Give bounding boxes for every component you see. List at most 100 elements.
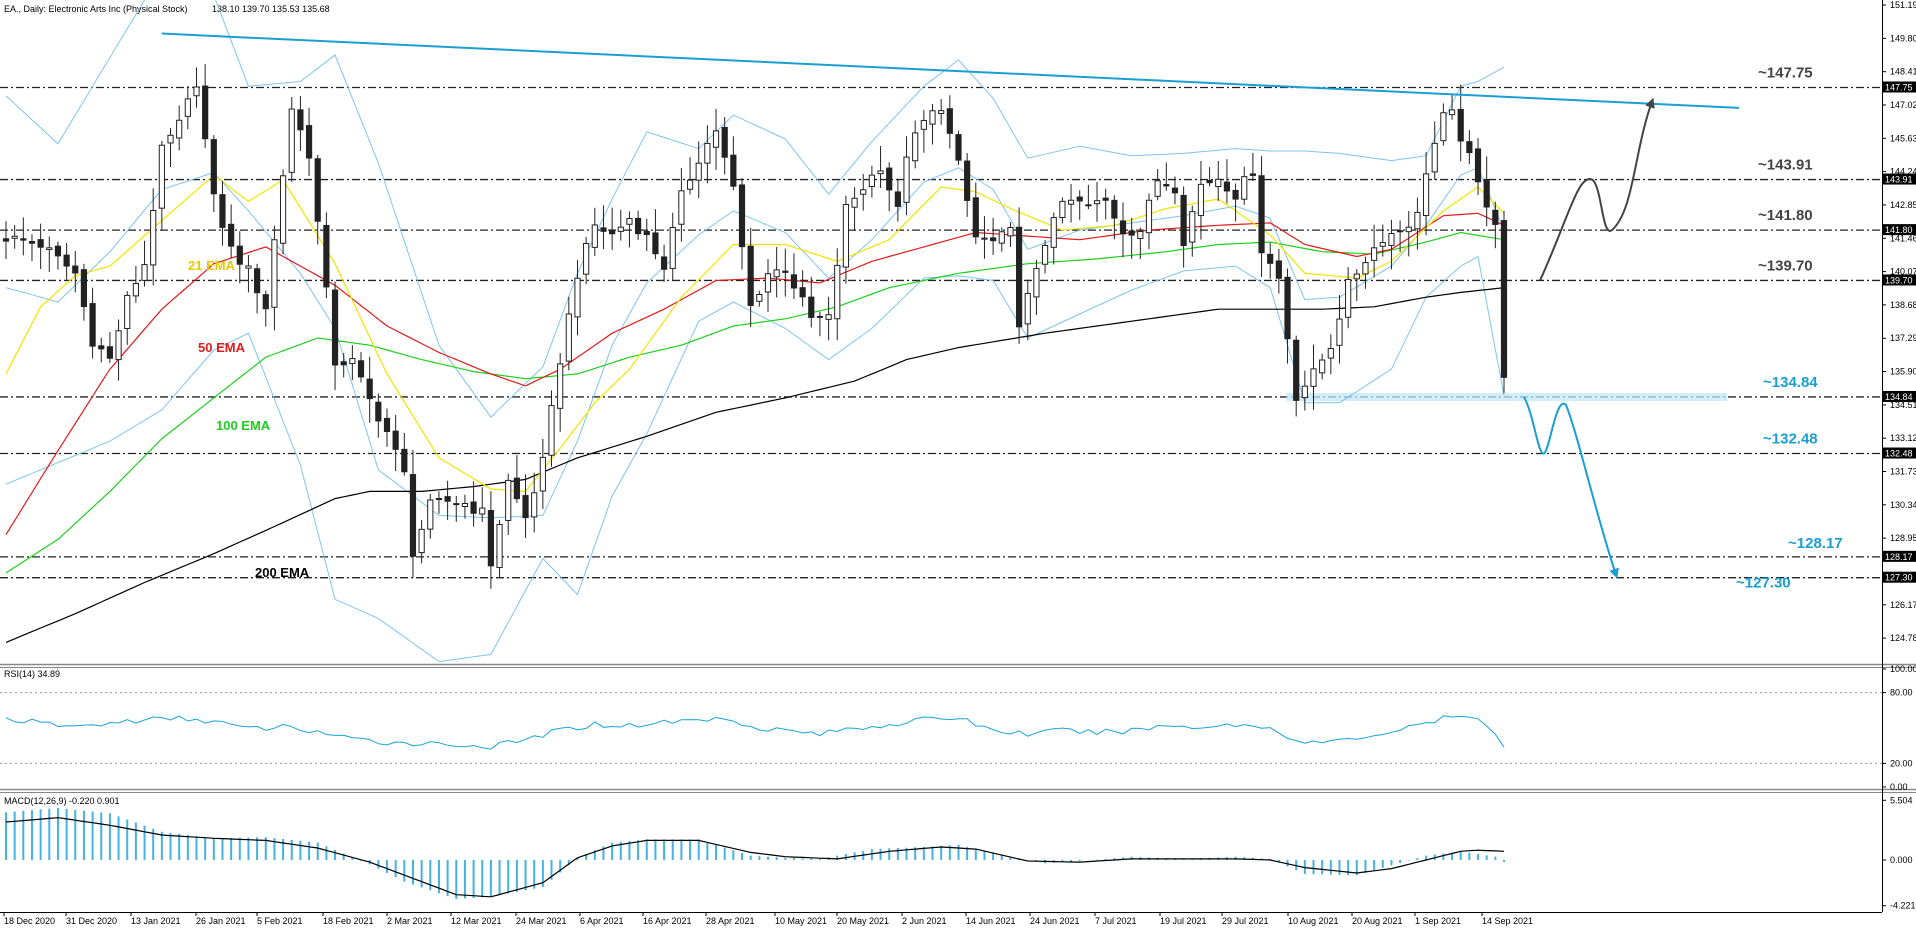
candle-bear <box>383 417 391 433</box>
candle-bear <box>89 303 96 347</box>
candle-bull <box>124 294 131 330</box>
level-label: ~127.30 <box>1736 575 1791 592</box>
ema-21-line <box>5 174 1505 493</box>
candle-bull <box>626 218 633 225</box>
candle-bear <box>886 167 893 191</box>
candle-bull <box>669 226 676 269</box>
candle-bull <box>1007 227 1014 237</box>
candle-bull <box>539 456 546 492</box>
candle-bear <box>202 85 209 140</box>
candle-bull <box>851 197 858 208</box>
candle-bear <box>1016 226 1023 328</box>
candle-bear <box>635 217 642 235</box>
candle-bear <box>366 378 373 400</box>
candle-bear <box>513 477 520 500</box>
candle-bull <box>1301 385 1308 399</box>
candle-bear <box>28 241 36 244</box>
candle-bear <box>1258 175 1265 254</box>
candle-bull <box>704 142 711 164</box>
candle-bear <box>1180 194 1187 246</box>
candle-bull <box>860 189 867 195</box>
price-axis-tick-label: 147.02 <box>1890 100 1916 110</box>
candle-bear <box>1085 204 1092 207</box>
candle-bull <box>583 242 590 275</box>
candle-bull <box>496 523 503 569</box>
candle-bear <box>955 134 962 161</box>
candle-bull <box>981 237 988 240</box>
candle-bear <box>392 430 399 450</box>
candle-bull <box>1033 267 1040 298</box>
candle-bear <box>236 245 243 265</box>
candle-bull <box>1379 242 1386 247</box>
candle-bear <box>1249 173 1256 176</box>
level-tag <box>1883 571 1916 583</box>
time-axis-tick-label: 2 Jun 2021 <box>902 916 947 926</box>
candle-bull <box>1154 180 1161 197</box>
candle-bear <box>1102 197 1109 201</box>
candle-bear <box>1267 253 1274 264</box>
candle-bull <box>825 314 832 320</box>
candle-bull <box>686 179 694 190</box>
price-axis-tick-label: 145.63 <box>1890 133 1916 143</box>
candle-bear <box>600 227 607 232</box>
ema-label: 200 EMA <box>255 565 310 580</box>
candle-bull <box>46 247 53 251</box>
candle-bear <box>409 474 417 557</box>
candle-bear <box>990 237 997 242</box>
candle-bear <box>375 401 382 422</box>
bollinger-middle <box>5 167 1505 519</box>
candle-bull <box>158 144 165 209</box>
candle-bear <box>643 230 650 236</box>
ema-200-line <box>5 287 1505 643</box>
candle-bull <box>1431 142 1438 173</box>
candle-bull <box>1189 211 1196 243</box>
time-axis-tick-label: 1 Sep 2021 <box>1415 916 1461 926</box>
bullish-projection-arrow <box>1539 97 1655 281</box>
candle-bull <box>435 498 443 501</box>
candle-bear <box>1284 276 1291 340</box>
candle-bear <box>799 287 806 298</box>
candle-bear <box>37 239 44 248</box>
time-axis-tick-label: 6 Apr 2021 <box>580 916 624 926</box>
candle-bear <box>1111 199 1118 219</box>
candle-bull <box>1388 232 1395 246</box>
candle-bear <box>964 160 971 201</box>
candle-bear <box>1076 196 1083 202</box>
price-axis-tick-label: 137.29 <box>1890 333 1916 343</box>
level-label: ~132.48 <box>1763 431 1818 448</box>
level-tag-label: 132.48 <box>1885 449 1913 459</box>
candle-bull <box>1241 176 1248 200</box>
candle-bear <box>1119 220 1127 235</box>
candle-bull <box>1059 200 1066 219</box>
level-tag-label: 147.75 <box>1885 82 1913 92</box>
level-label: ~143.91 <box>1758 157 1813 174</box>
ema-label: 21 EMA <box>188 258 236 273</box>
time-axis-tick-label: 18 Dec 2020 <box>4 916 55 926</box>
candle-bull <box>271 239 278 308</box>
price-axis-tick-label: 149.80 <box>1890 33 1916 43</box>
candle-bear <box>894 191 901 207</box>
ema-100-line <box>5 231 1505 574</box>
candle-bear <box>1171 187 1179 194</box>
price-axis-tick-label: 142.85 <box>1890 200 1916 210</box>
candle-bear <box>210 139 217 195</box>
candle-bull <box>1137 231 1144 239</box>
candle-bear <box>297 109 304 131</box>
candle-bear <box>1206 179 1213 184</box>
price-axis-tick-label: 124.78 <box>1890 633 1916 643</box>
level-tag <box>1883 81 1916 93</box>
candle-bear <box>1128 230 1135 236</box>
time-axis-tick-label: 12 Mar 2021 <box>451 916 502 926</box>
ohlc-readout: 138.10 139.70 135.53 135.68 <box>212 4 330 14</box>
candle-bear <box>72 265 79 274</box>
rsi-line <box>5 715 1505 750</box>
candle-bear <box>721 126 728 158</box>
candle-bear <box>1223 181 1231 192</box>
candle-bear <box>660 256 668 270</box>
candle-bear <box>1474 148 1482 183</box>
level-label: ~141.80 <box>1758 207 1813 224</box>
candle-bull <box>1215 178 1222 188</box>
bollinger-upper <box>5 0 1505 418</box>
candle-bull <box>998 231 1005 244</box>
